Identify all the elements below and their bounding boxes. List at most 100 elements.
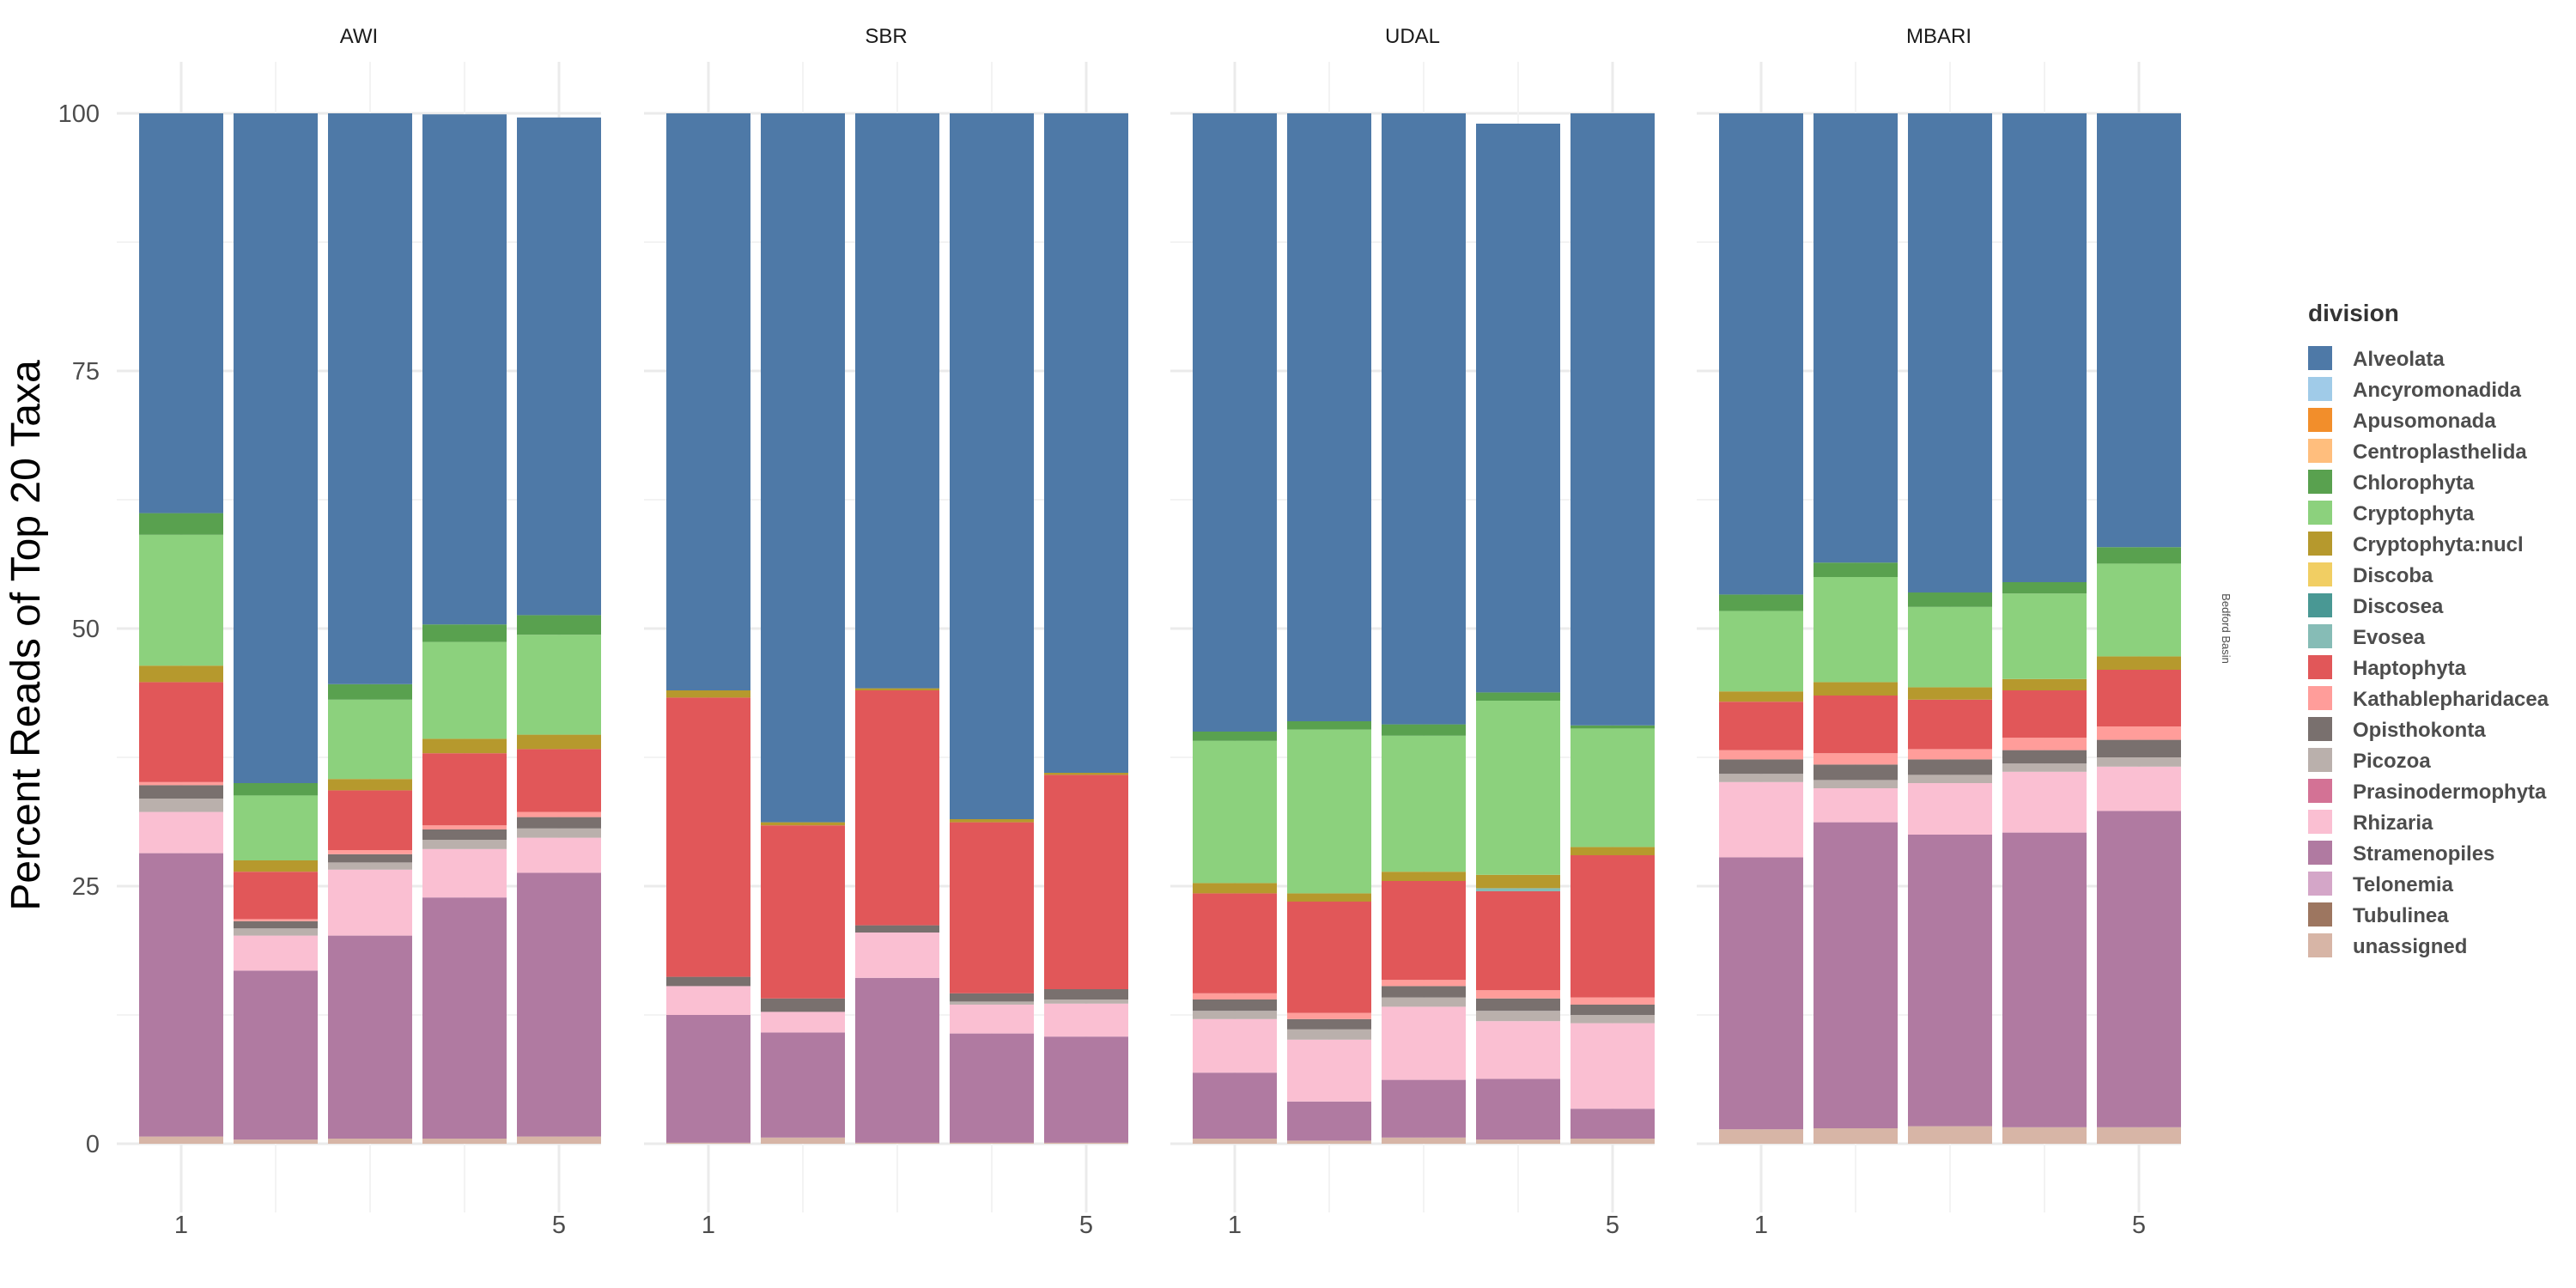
bar-segment-picozoa bbox=[139, 799, 223, 812]
bar-segment-cryptophyta-nucl bbox=[139, 665, 223, 683]
bar-segment-rhizaria bbox=[2002, 771, 2087, 833]
bar-segment-alveolata bbox=[234, 113, 318, 783]
bar-segment-alveolata bbox=[1719, 113, 1803, 595]
bar-segment-cryptophyta bbox=[1382, 735, 1466, 872]
bar-segment-unassigned bbox=[1814, 1128, 1898, 1144]
bar-segment-cryptophyta bbox=[1814, 577, 1898, 683]
bar-segment-cryptophyta-nucl bbox=[1044, 773, 1128, 775]
legend-swatch bbox=[2308, 624, 2332, 648]
bar-segment-stramenopiles bbox=[328, 935, 412, 1139]
x-tick-label: 5 bbox=[1079, 1212, 1093, 1239]
bar-segment-stramenopiles bbox=[1908, 835, 1992, 1127]
bar-segment-rhizaria bbox=[1719, 781, 1803, 858]
legend-item: Picozoa bbox=[2308, 748, 2431, 773]
bar-segment-cryptophyta-nucl bbox=[422, 738, 507, 754]
bar-segment-chlorophyta bbox=[1382, 724, 1466, 736]
bar-segment-evosea bbox=[1476, 888, 1560, 891]
bar-segment-alveolata bbox=[1287, 113, 1371, 721]
bar-segment-haptophyta bbox=[1476, 891, 1560, 991]
bar-segment-stramenopiles bbox=[761, 1032, 845, 1138]
bar-segment-alveolata bbox=[1193, 113, 1277, 732]
legend-item: Chlorophyta bbox=[2308, 470, 2475, 495]
facet-label-udal: UDAL bbox=[1385, 25, 1440, 48]
bar-segment-opisthokonta bbox=[855, 925, 939, 933]
legend-swatch bbox=[2308, 562, 2332, 586]
bar-segment-chlorophyta bbox=[517, 615, 601, 635]
bar-segment-kathablepharidacea bbox=[517, 811, 601, 817]
bar-segment-unassigned bbox=[422, 1139, 507, 1144]
legend-swatch bbox=[2308, 779, 2332, 803]
legend-swatch bbox=[2308, 902, 2332, 927]
bar-segment-stramenopiles bbox=[234, 970, 318, 1140]
bar-segment-rhizaria bbox=[328, 869, 412, 936]
bar-segment-haptophyta bbox=[234, 872, 318, 920]
bar-segment-kathablepharidacea bbox=[1476, 990, 1560, 999]
bar-segment-alveolata bbox=[139, 113, 223, 513]
bar-segment-cryptophyta-nucl bbox=[950, 819, 1034, 823]
bar-segment-kathablepharidacea bbox=[2002, 738, 2087, 750]
bar-segment-cryptophyta-nucl bbox=[761, 822, 845, 826]
bar-segment-picozoa bbox=[1571, 1015, 1655, 1024]
stacked-bar bbox=[855, 113, 939, 1144]
legend-item: Ancyromonadida bbox=[2308, 377, 2522, 402]
legend-label: Stramenopiles bbox=[2353, 842, 2494, 866]
bar-segment-cryptophyta-nucl bbox=[1382, 872, 1466, 881]
bar-segment-unassigned bbox=[761, 1137, 845, 1144]
legend-label: Discoba bbox=[2353, 564, 2433, 587]
bar-segment-haptophyta bbox=[2002, 690, 2087, 738]
bar-segment-alveolata bbox=[422, 114, 507, 625]
legend-swatch bbox=[2308, 346, 2332, 370]
bar-segment-cryptophyta-nucl bbox=[1908, 687, 1992, 700]
bar-segment-cryptophyta-nucl bbox=[1287, 893, 1371, 902]
bar-segment-cryptophyta-nucl bbox=[1814, 682, 1898, 696]
bar-segment-stramenopiles bbox=[855, 977, 939, 1143]
bar-segment-kathablepharidacea bbox=[2097, 726, 2181, 740]
bar-segment-alveolata bbox=[1382, 113, 1466, 725]
bar-segment-picozoa bbox=[328, 862, 412, 870]
legend-label: Discosea bbox=[2353, 595, 2444, 618]
bar-segment-stramenopiles bbox=[2002, 832, 2087, 1127]
facet-label-mbari: MBARI bbox=[1906, 25, 1971, 48]
legend-swatch bbox=[2308, 377, 2332, 401]
y-tick-label: 50 bbox=[72, 616, 100, 643]
legend-swatch bbox=[2308, 593, 2332, 617]
bar-segment-opisthokonta bbox=[234, 920, 318, 929]
bar-segment-picozoa bbox=[950, 1001, 1034, 1005]
bar-segment-opisthokonta bbox=[666, 976, 750, 987]
bar-segment-opisthokonta bbox=[2097, 739, 2181, 757]
bar-segment-chlorophyta bbox=[1193, 732, 1277, 741]
legend-item: Haptophyta bbox=[2308, 655, 2467, 680]
bar-segment-cryptophyta bbox=[1287, 729, 1371, 894]
bar-segment-chlorophyta bbox=[2002, 582, 2087, 594]
y-axis-title: Percent Reads of Top 20 Taxa bbox=[3, 360, 49, 911]
bar-segment-alveolata bbox=[666, 113, 750, 690]
bar-segment-opisthokonta bbox=[1193, 999, 1277, 1012]
bar-segment-stramenopiles bbox=[517, 872, 601, 1137]
stacked-bar bbox=[1287, 113, 1371, 1144]
bar-segment-cryptophyta-nucl bbox=[1476, 874, 1560, 889]
bar-segment-opisthokonta bbox=[1044, 989, 1128, 999]
bar-segment-haptophyta bbox=[1908, 699, 1992, 750]
legend-label: Cryptophyta:nucl bbox=[2353, 533, 2524, 556]
stacked-bar bbox=[1382, 113, 1466, 1144]
bar-segment-stramenopiles bbox=[950, 1033, 1034, 1143]
legend-item: Kathablepharidacea bbox=[2308, 686, 2549, 711]
bar-segment-stramenopiles bbox=[1571, 1109, 1655, 1139]
bar-segment-chlorophyta bbox=[1814, 562, 1898, 577]
bar-segment-unassigned bbox=[666, 1142, 750, 1144]
bar-segment-picozoa bbox=[422, 840, 507, 849]
bar-segment-opisthokonta bbox=[1287, 1018, 1371, 1030]
bar-segment-haptophyta bbox=[422, 753, 507, 826]
bar-segment-picozoa bbox=[1382, 997, 1466, 1007]
stacked-bar bbox=[1193, 113, 1277, 1144]
stacked-bar bbox=[234, 113, 318, 1144]
bar-segment-chlorophyta bbox=[1908, 592, 1992, 607]
x-tick-label: 5 bbox=[552, 1212, 566, 1239]
legend-swatch bbox=[2308, 717, 2332, 741]
bar-segment-kathablepharidacea bbox=[1287, 1012, 1371, 1019]
bar-segment-rhizaria bbox=[950, 1005, 1034, 1034]
bar-segment-alveolata bbox=[517, 117, 601, 616]
bar-segment-opisthokonta bbox=[761, 998, 845, 1012]
legend-label: Apusomonada bbox=[2353, 410, 2496, 433]
